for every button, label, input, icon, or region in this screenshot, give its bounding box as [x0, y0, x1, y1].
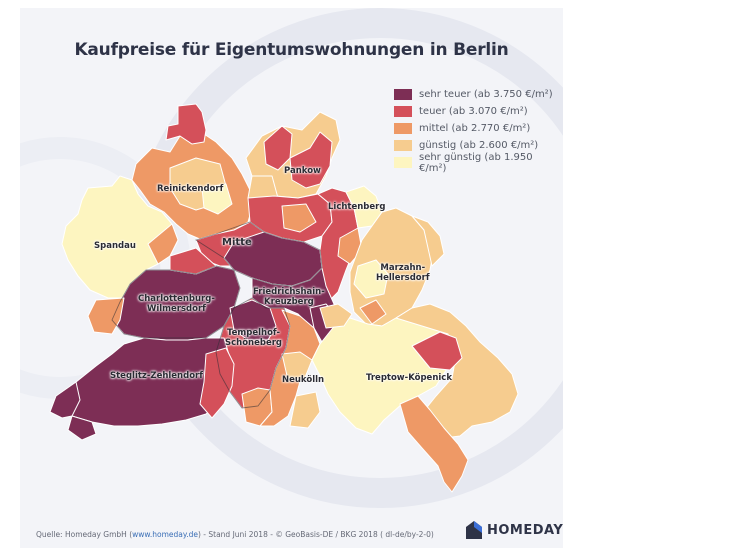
label-neukoelln: Neukölln	[282, 375, 325, 385]
legend: sehr teuer (ab 3.750 €/m²) teuer (ab 3.0…	[394, 86, 563, 174]
district-pankow-mid	[289, 131, 333, 189]
district-steglitz-east	[199, 347, 235, 419]
district-wannsee	[67, 415, 97, 441]
district-neukoelln-mid	[281, 351, 313, 381]
source-suffix: ) - Stand Juni 2018 - © GeoBasis-DE / BK…	[197, 530, 434, 539]
label-charlottenburg-line2: Wilmersdorf	[146, 304, 206, 314]
label-tempelhof-line1: Tempelhof-	[226, 328, 281, 338]
label-reinickendorf: Reinickendorf	[157, 184, 224, 194]
label-steglitz-zehlendorf: Steglitz-Zehlendorf	[110, 371, 203, 381]
legend-item-sehr-teuer: sehr teuer (ab 3.750 €/m²)	[394, 86, 563, 103]
district-mueggelheim	[399, 395, 469, 493]
label-treptow-koepenick: Treptow-Köpenick	[366, 373, 452, 383]
label-tempelhof-line2: Schöneberg	[225, 338, 282, 348]
legend-label-mittel: mittel (ab 2.770 €/m²)	[419, 123, 531, 134]
district-treptow	[311, 307, 453, 435]
house-logo-icon	[466, 521, 482, 539]
label-mitte: Mitte	[222, 237, 252, 248]
source-prefix: Quelle: Homeday GmbH (	[36, 530, 133, 539]
label-friedrichshain-line2: Kreuzberg	[264, 297, 314, 307]
district-treptow-red	[411, 331, 463, 371]
map-title: Kaufpreise für Eigentumswohnungen in Ber…	[74, 40, 509, 60]
district-treptow-west	[319, 303, 353, 329]
legend-item-sehr-guenstig: sehr günstig (ab 1.950 €/m²)	[394, 151, 563, 174]
source-note: Quelle: Homeday GmbH (www.homeday.de) - …	[36, 530, 434, 539]
label-pankow: Pankow	[284, 166, 321, 176]
label-charlottenburg-line1: Charlottenburg-	[138, 294, 215, 304]
district-pankow-heinersdorf	[281, 203, 317, 233]
label-lichtenberg: Lichtenberg	[328, 202, 386, 212]
legend-label-teuer: teuer (ab 3.070 €/m²)	[419, 106, 528, 117]
district-marzahn-inner	[353, 259, 389, 299]
brand-name: HOMEDAY	[487, 522, 563, 538]
legend-label-sehr-teuer: sehr teuer (ab 3.750 €/m²)	[419, 89, 553, 100]
label-marzahn-line2: Hellersdorf	[376, 273, 430, 283]
label-tempelhof-schoeneberg: Tempelhof- Schöneberg	[225, 328, 282, 348]
label-marzahn-line1: Marzahn-	[380, 263, 426, 273]
label-charlottenburg-wilmersdorf: Charlottenburg- Wilmersdorf	[138, 294, 215, 314]
source-link[interactable]: www.homeday.de	[132, 530, 198, 539]
district-frohnau	[165, 103, 207, 145]
map-card: Kaufpreise für Eigentumswohnungen in Ber…	[20, 8, 563, 548]
legend-swatch-mittel	[394, 123, 412, 134]
homeday-logo: HOMEDAY	[466, 521, 563, 539]
berlin-map	[49, 103, 519, 493]
district-schoeneberg	[229, 299, 277, 341]
legend-label-guenstig: günstig (ab 2.600 €/m²)	[419, 140, 539, 151]
legend-swatch-sehr-guenstig	[394, 157, 412, 168]
label-friedrichshain-kreuzberg: Friedrichshain- Kreuzberg	[253, 287, 325, 307]
label-spandau: Spandau	[94, 241, 136, 251]
legend-label-sehr-guenstig: sehr günstig (ab 1.950 €/m²)	[418, 151, 533, 174]
district-tegel	[201, 183, 233, 215]
legend-item-teuer: teuer (ab 3.070 €/m²)	[394, 103, 563, 120]
label-friedrichshain-line1: Friedrichshain-	[253, 287, 325, 297]
district-treptow-lightband	[359, 299, 387, 325]
district-charlottenburg-west	[87, 297, 125, 335]
legend-swatch-sehr-teuer	[394, 89, 412, 100]
legend-swatch-teuer	[394, 106, 412, 117]
legend-item-guenstig: günstig (ab 2.600 €/m²)	[394, 137, 563, 154]
legend-swatch-guenstig	[394, 140, 412, 151]
district-treptow-east	[395, 303, 519, 439]
label-marzahn-hellersdorf: Marzahn- Hellersdorf	[376, 263, 430, 283]
district-spandau-east	[147, 223, 179, 265]
district-marzahn-east	[411, 215, 445, 267]
legend-item-mittel: mittel (ab 2.770 €/m²)	[394, 120, 563, 137]
district-neukoelln-south	[289, 391, 321, 429]
